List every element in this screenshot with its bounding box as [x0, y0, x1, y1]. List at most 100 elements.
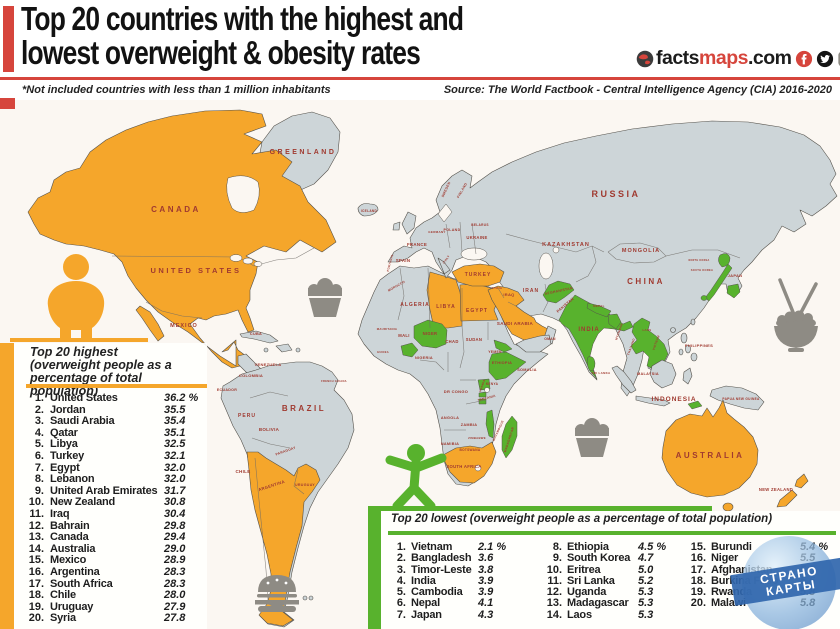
- brand-logo[interactable]: factsmaps.com: [635, 47, 840, 70]
- list-item: 1. Vietnam 2.1 %: [384, 541, 512, 553]
- country-name: Bangladesh: [411, 552, 472, 565]
- region-africa: [357, 265, 549, 487]
- map-label: ANGOLA: [441, 416, 459, 420]
- map-label: ALGERIA: [400, 302, 430, 308]
- country-value: 35.1: [164, 426, 186, 439]
- instagram-icon[interactable]: [837, 50, 840, 68]
- country-value: 30.4: [164, 507, 186, 520]
- map-label: SOMALIA: [517, 368, 537, 372]
- map-label: OMAN: [544, 337, 556, 341]
- map-label: YEMEN: [488, 350, 502, 354]
- map-label: LIBYA: [436, 304, 456, 310]
- list-item: 4. Qatar 35.1: [18, 426, 204, 440]
- facebook-icon[interactable]: [795, 50, 813, 68]
- map-label: MEXICO: [170, 323, 198, 329]
- country-name: Egypt: [50, 461, 80, 474]
- map-label: MALI: [398, 333, 409, 338]
- map-label: SOUTH AFRICA: [446, 464, 481, 469]
- country-name: Syria: [50, 612, 76, 625]
- list-item: 13. Madagascar 5.3: [540, 598, 672, 610]
- rank: 3.: [34, 415, 44, 428]
- country-value: 32.0: [164, 461, 186, 474]
- map-label: GERMANY: [428, 230, 445, 234]
- country-name: Malawi: [711, 597, 746, 610]
- country-name: Eritrea: [567, 563, 601, 576]
- rank: 16.: [28, 565, 44, 578]
- map-label: RUSSIA: [591, 189, 640, 199]
- country-value: 32.0: [164, 473, 186, 486]
- map-label: TANZANIA: [477, 394, 496, 403]
- map-label: FRANCE: [407, 242, 427, 247]
- country-name: Uruguay: [50, 600, 94, 613]
- rank: 14.: [546, 608, 562, 621]
- map-label: NEPAL: [593, 304, 604, 308]
- country-value: 28.0: [164, 589, 186, 602]
- map-label: BELARUS: [471, 223, 489, 227]
- map-label: ITALY: [442, 254, 451, 264]
- country-value: 5.3: [638, 586, 654, 599]
- twitter-icon[interactable]: [816, 50, 834, 68]
- map-label: LAOS: [643, 328, 652, 332]
- map-label: COLOMBIA: [239, 373, 263, 378]
- map-label: ETHIOPIA: [492, 361, 512, 365]
- list-item: 9. United Arab Emirates 31.7: [18, 484, 204, 498]
- country-value: 2.1 %: [478, 541, 507, 553]
- map-label: IRAQ: [503, 292, 514, 297]
- list-item: 3. Timor-Leste 3.8: [384, 564, 512, 576]
- country-name: Libya: [50, 438, 78, 451]
- map-label: MYANMAR: [614, 322, 624, 340]
- burger-icon: [255, 575, 299, 612]
- map-label: ZAMBIA: [461, 423, 478, 427]
- logo-text: factsmaps.com: [656, 47, 792, 69]
- country-value: 3.9: [478, 586, 494, 599]
- country-name: India: [411, 574, 436, 587]
- map-label: MONGOLIA: [622, 248, 660, 254]
- map-label: PORTUGAL: [386, 253, 395, 272]
- country-value: 31.7: [164, 484, 186, 497]
- map-label: POLAND: [444, 228, 461, 232]
- list-item: 10. New Zealand 30.8: [18, 497, 204, 509]
- region-south-asia: [542, 280, 634, 380]
- country-name: Chile: [50, 589, 76, 602]
- map-label: PARAGUAY: [275, 445, 297, 456]
- rank: 16.: [690, 552, 706, 565]
- country-value: 4.5 %: [638, 541, 667, 553]
- list-item: 19. Uruguay 27.9: [18, 600, 204, 614]
- list-item: 8. Ethiopia 4.5 %: [540, 541, 672, 553]
- country-name: New Zealand: [50, 496, 116, 509]
- rank: 20.: [690, 597, 706, 610]
- region-east-asia: [670, 253, 741, 362]
- country-value: 29.4: [164, 531, 186, 544]
- map-label: UKRAINE: [466, 235, 487, 240]
- map-label: PHILIPPINES: [685, 343, 713, 348]
- map-label: FRENCH GUIANA: [321, 379, 347, 383]
- map-label: CHILE: [236, 469, 251, 474]
- country-name: Japan: [411, 608, 442, 621]
- country-value: 27.8: [164, 612, 186, 625]
- rank: 6.: [396, 597, 406, 610]
- cupcake-icon: [308, 278, 342, 317]
- highest-title-line2: (overweight people as a: [30, 358, 172, 372]
- map-label: INDONESIA: [651, 396, 696, 403]
- country-name: Bahrain: [50, 519, 90, 532]
- source-credit: Source: The World Factbook - Central Int…: [443, 84, 832, 96]
- map-label: SPAIN: [396, 258, 411, 263]
- rank: 17.: [690, 563, 706, 576]
- rank: 4.: [396, 574, 406, 587]
- region-north-america: [27, 109, 337, 369]
- list-item: 15. Mexico 28.9: [18, 555, 204, 567]
- rank: 12.: [546, 586, 562, 599]
- page-title: Top 20 countries with the highest and lo…: [21, 2, 464, 70]
- rank: 7.: [34, 461, 44, 474]
- map-label: SOUTH KOREA: [691, 268, 713, 272]
- country-name: South Korea: [567, 552, 631, 565]
- country-value: 28.9: [164, 554, 186, 567]
- region-indonesia: [611, 359, 765, 411]
- country-name: Argentina: [50, 565, 100, 578]
- rank: 20.: [28, 612, 44, 625]
- map-label: ECUADOR: [217, 388, 237, 392]
- highest-panel-title: Top 20 highest (overweight people as a p…: [30, 346, 206, 398]
- list-item: 7. Egypt 32.0: [18, 461, 204, 475]
- list-item: 6. Turkey 32.1: [18, 450, 204, 463]
